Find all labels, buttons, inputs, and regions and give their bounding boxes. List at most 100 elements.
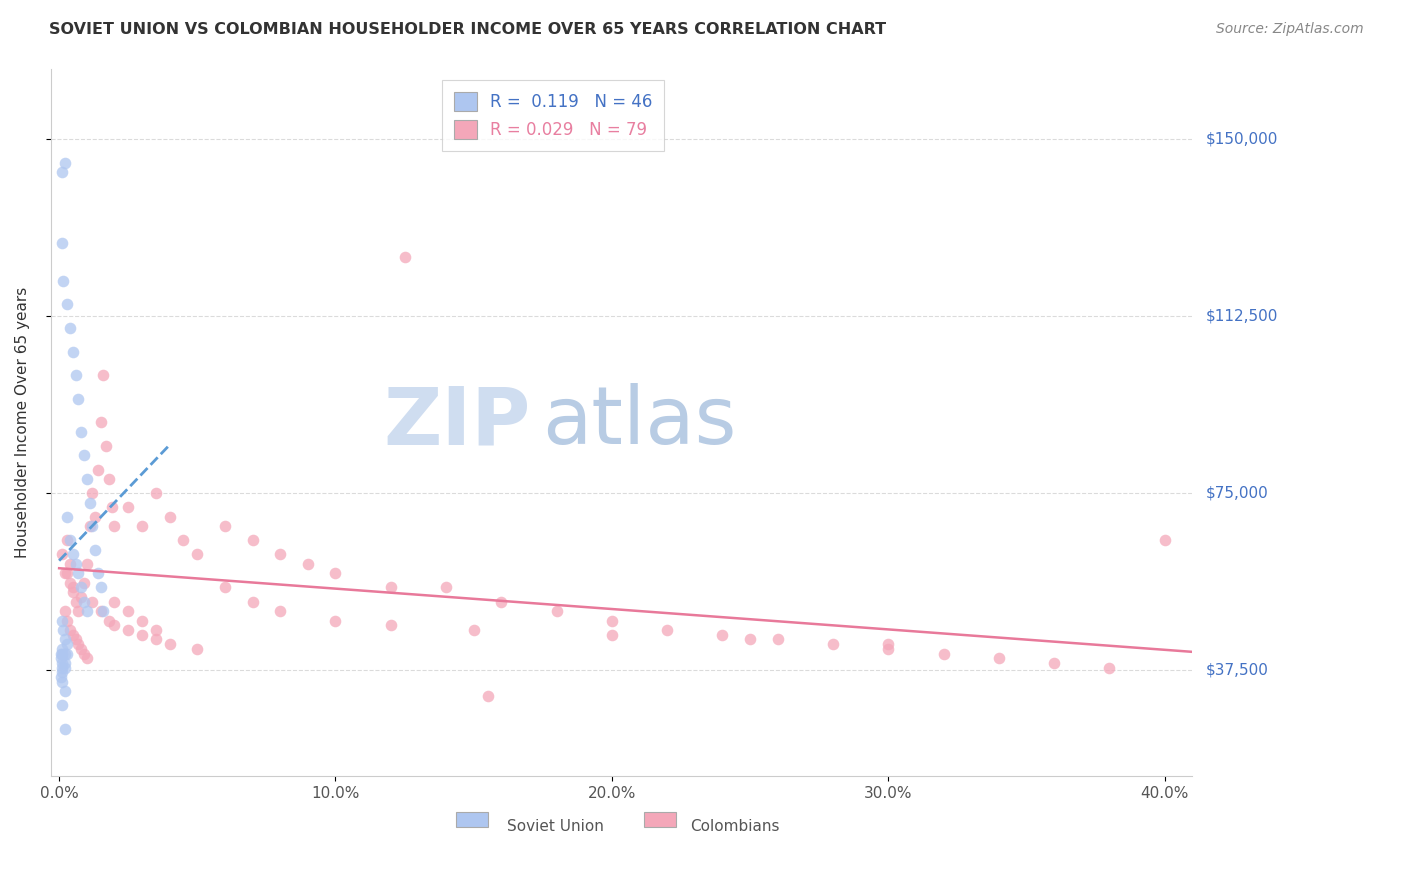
Point: [67, 392, 90, 406]
Point: [56, 614, 79, 628]
Point: [82, 594, 104, 608]
FancyBboxPatch shape: [644, 812, 676, 827]
Point: [380, 581, 402, 595]
Text: $37,500: $37,500: [1206, 663, 1270, 678]
Point: [94, 439, 117, 453]
Point: [90, 604, 112, 618]
Point: [52, 623, 75, 637]
Point: [186, 548, 208, 562]
Point: [214, 581, 236, 595]
Point: [477, 689, 499, 703]
Point: [877, 637, 900, 651]
Point: [56, 637, 79, 651]
Point: [131, 614, 153, 628]
Point: [53, 566, 76, 581]
Point: [269, 548, 291, 562]
Point: [1153, 533, 1175, 548]
Point: [1043, 656, 1066, 670]
Point: [380, 618, 402, 632]
Point: [53, 722, 76, 736]
Point: [49, 647, 72, 661]
Point: [87, 462, 110, 476]
Point: [51, 165, 73, 179]
Point: [70, 641, 93, 656]
Point: [76, 604, 98, 618]
Point: [56, 533, 79, 548]
Point: [103, 519, 125, 533]
Point: [932, 647, 955, 661]
Point: [49, 670, 72, 684]
Point: [70, 581, 93, 595]
Point: [600, 627, 623, 641]
Point: [546, 604, 568, 618]
Point: [62, 585, 84, 599]
Point: [51, 674, 73, 689]
Point: [131, 519, 153, 533]
Text: $150,000: $150,000: [1206, 132, 1278, 147]
Point: [53, 656, 76, 670]
Point: [242, 533, 264, 548]
Point: [87, 566, 110, 581]
Point: [73, 647, 96, 661]
Point: [67, 566, 90, 581]
Point: [59, 575, 82, 590]
Point: [53, 661, 76, 675]
Point: [491, 594, 513, 608]
Point: [655, 623, 678, 637]
Point: [145, 623, 167, 637]
Point: [73, 594, 96, 608]
Point: [325, 566, 347, 581]
Point: [51, 641, 73, 656]
Point: [269, 604, 291, 618]
Point: [173, 533, 195, 548]
Point: [56, 647, 79, 661]
Text: SOVIET UNION VS COLOMBIAN HOUSEHOLDER INCOME OVER 65 YEARS CORRELATION CHART: SOVIET UNION VS COLOMBIAN HOUSEHOLDER IN…: [49, 22, 886, 37]
Point: [65, 368, 87, 383]
Point: [56, 509, 79, 524]
Point: [62, 344, 84, 359]
Point: [73, 449, 96, 463]
Point: [62, 548, 84, 562]
Point: [67, 637, 90, 651]
Point: [987, 651, 1010, 665]
Point: [76, 651, 98, 665]
Point: [62, 581, 84, 595]
Text: $112,500: $112,500: [1206, 309, 1278, 324]
Point: [711, 627, 734, 641]
Point: [214, 519, 236, 533]
Point: [93, 368, 115, 383]
Point: [463, 623, 485, 637]
Point: [59, 321, 82, 335]
Point: [73, 575, 96, 590]
Point: [56, 297, 79, 311]
Point: [297, 557, 319, 571]
Point: [90, 415, 112, 429]
Text: atlas: atlas: [541, 384, 735, 461]
Point: [394, 250, 416, 264]
Point: [65, 594, 87, 608]
Point: [93, 604, 115, 618]
Text: $75,000: $75,000: [1206, 485, 1268, 500]
Point: [52, 274, 75, 288]
Point: [117, 623, 139, 637]
Point: [76, 472, 98, 486]
Point: [117, 604, 139, 618]
Point: [82, 519, 104, 533]
Point: [159, 637, 181, 651]
FancyBboxPatch shape: [456, 812, 488, 827]
Point: [325, 614, 347, 628]
Point: [53, 156, 76, 170]
Point: [82, 486, 104, 500]
Text: ZIP: ZIP: [382, 384, 530, 461]
Point: [1098, 661, 1121, 675]
Point: [877, 641, 900, 656]
Point: [600, 614, 623, 628]
Point: [821, 637, 844, 651]
Point: [59, 623, 82, 637]
Point: [145, 632, 167, 647]
Point: [51, 661, 73, 675]
Point: [84, 542, 107, 557]
Point: [70, 425, 93, 439]
Point: [51, 647, 73, 661]
Point: [90, 581, 112, 595]
